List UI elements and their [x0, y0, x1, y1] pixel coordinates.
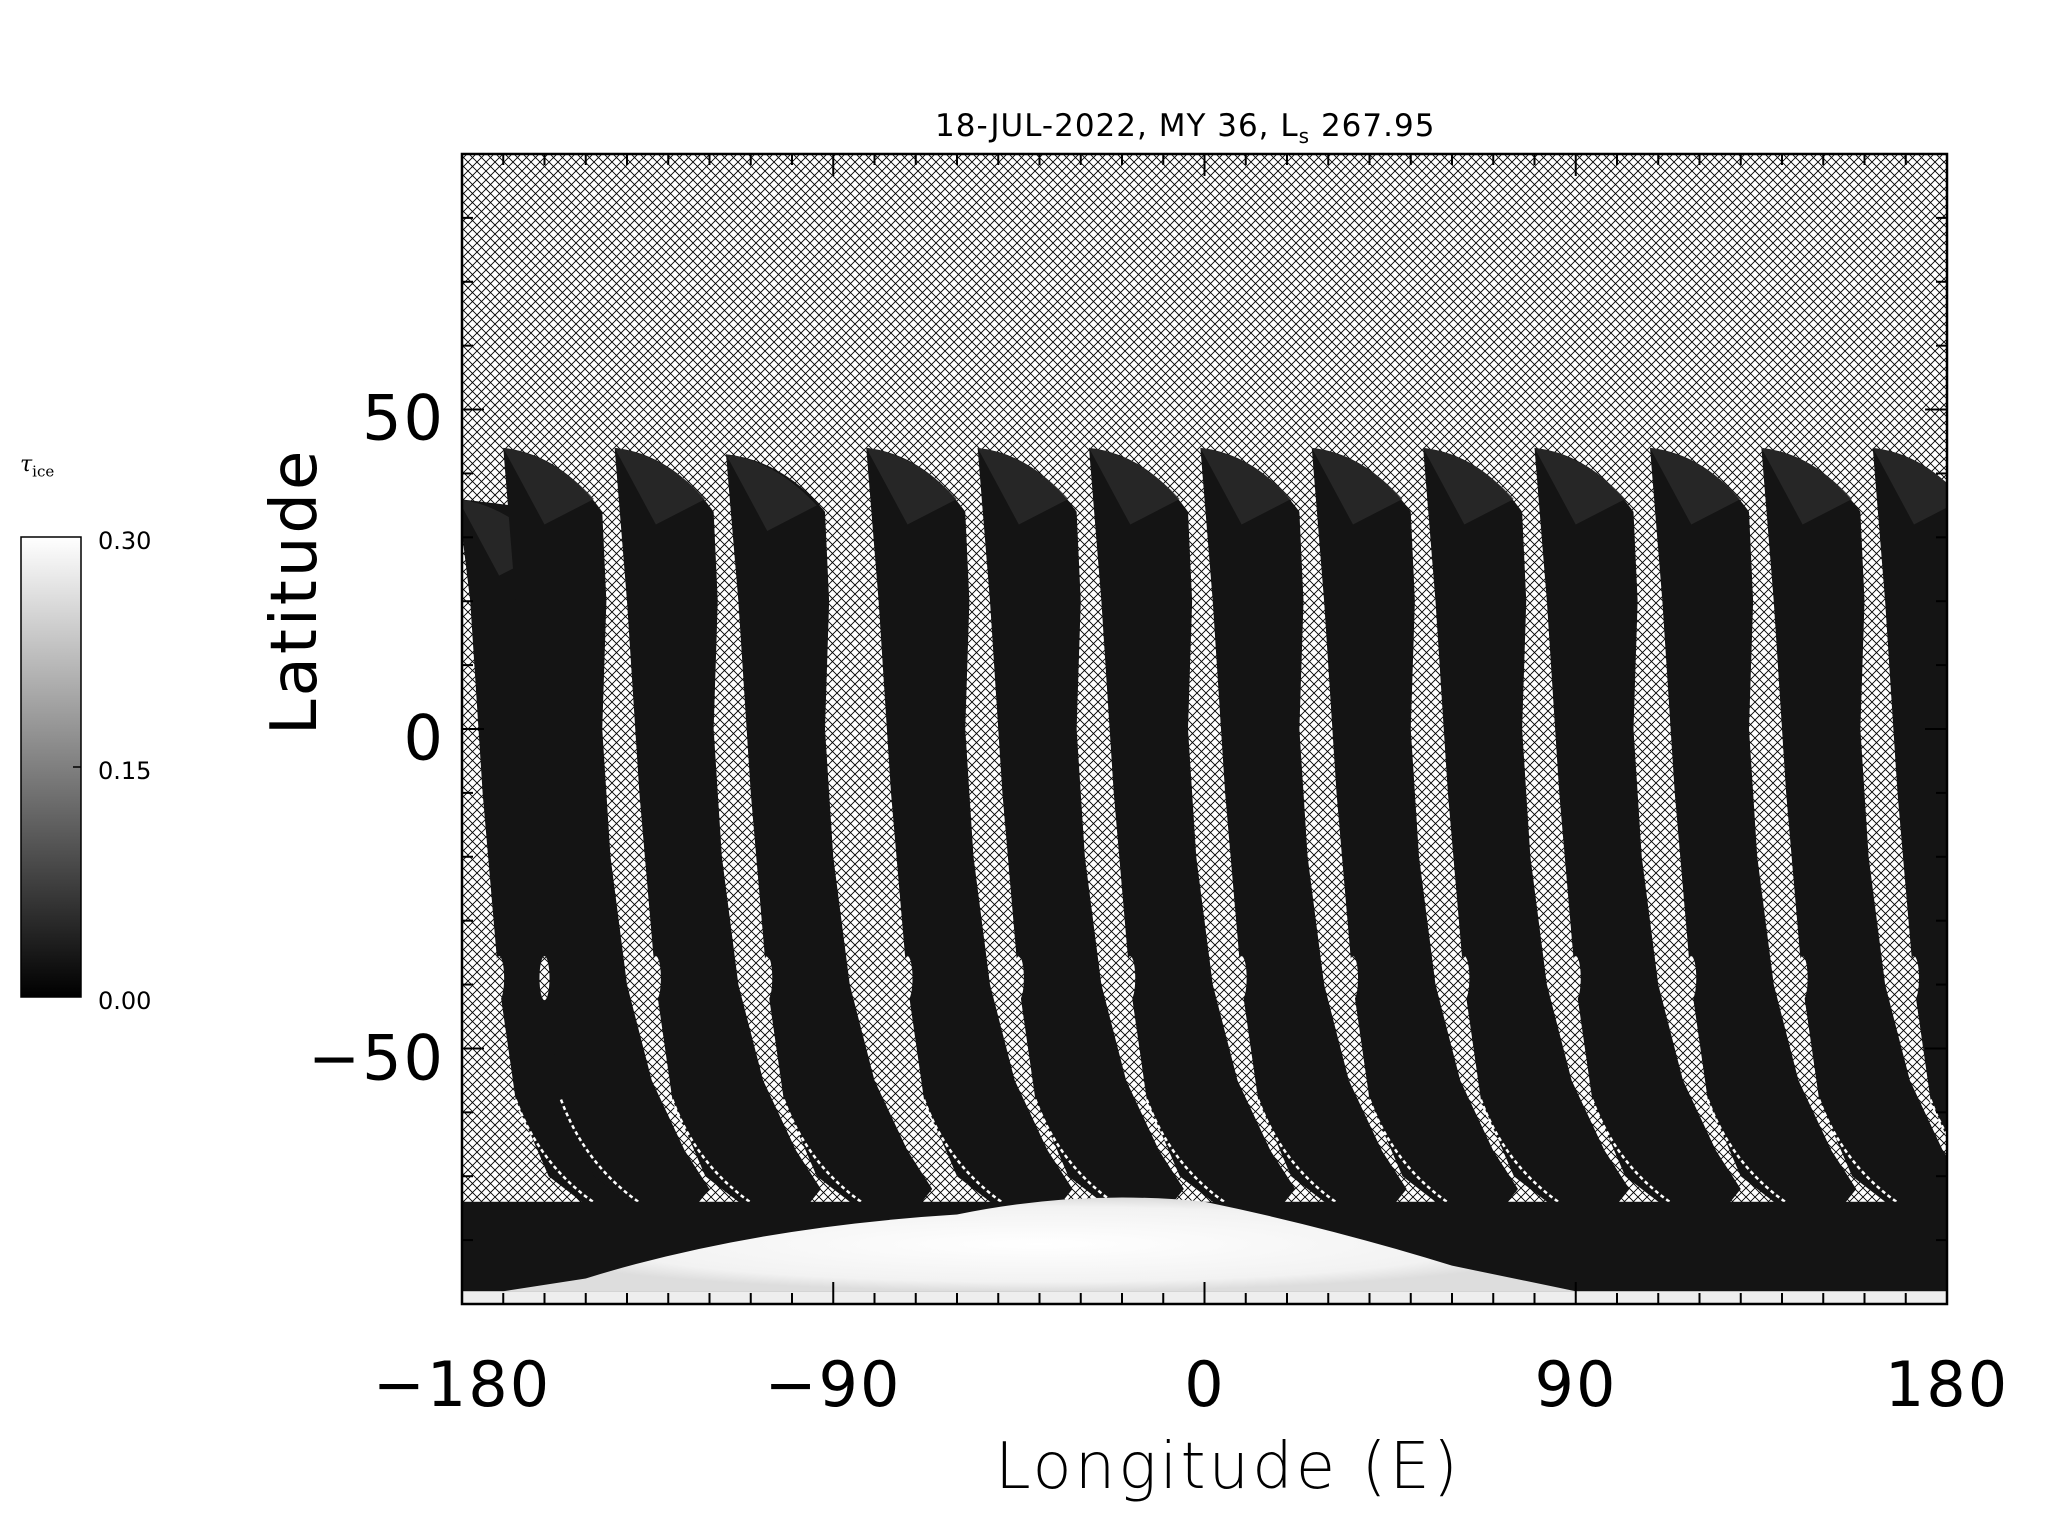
- swath-gap: [1125, 956, 1136, 1001]
- swath-gap: [1797, 956, 1808, 1001]
- swath: [614, 447, 821, 1253]
- swath-edge-line: [1368, 1099, 1494, 1229]
- swath-edge-line: [559, 1099, 686, 1229]
- colorbar-tick-label: 0.00: [98, 987, 152, 1015]
- swath-edge-line: [1929, 1099, 1947, 1138]
- swath: [866, 447, 1073, 1253]
- swath-gap: [762, 956, 773, 1001]
- swath-gap: [650, 956, 661, 1001]
- colorbar-tick-label: 0.15: [98, 757, 152, 785]
- x-tick-label: −90: [764, 1348, 902, 1421]
- swath: [1089, 447, 1296, 1253]
- y-tick-label: −50: [308, 1021, 445, 1095]
- polar-cap-bright: [503, 1197, 1576, 1292]
- swath-gap: [1348, 956, 1358, 1001]
- swath-edge-line: [1145, 1099, 1271, 1229]
- swath: [977, 447, 1184, 1253]
- swath: [1650, 447, 1857, 1253]
- colorbar-title: τice: [20, 452, 55, 481]
- swath: [503, 447, 710, 1253]
- swath-top-tint: [503, 447, 594, 525]
- x-tick-label: 90: [1534, 1348, 1618, 1421]
- swath-gap: [1570, 956, 1581, 1001]
- swath-gap: [1686, 956, 1697, 1001]
- x-tick-label: 180: [1884, 1348, 2010, 1421]
- swath-top-tint: [1200, 447, 1292, 525]
- swath-top-tint: [977, 447, 1069, 525]
- swath-gap: [1459, 956, 1470, 1001]
- swath: [1311, 447, 1518, 1253]
- data-swaths: [462, 447, 1947, 1304]
- colorbar: [20, 536, 82, 998]
- swath-gap: [1013, 956, 1024, 1001]
- y-axis-label: Latitude: [258, 447, 332, 735]
- swath-edge-line: [1034, 1099, 1160, 1229]
- swath-top-tint: [1311, 447, 1403, 525]
- x-tick-label: 0: [1184, 1348, 1226, 1421]
- swath: [1534, 447, 1741, 1253]
- swath-top-tint: [1872, 447, 1947, 525]
- swath-top-tint: [1761, 447, 1853, 525]
- axis-ticks: [461, 153, 1948, 1305]
- y-tick-label: 0: [403, 701, 445, 775]
- swath: [1423, 447, 1630, 1253]
- swath: [1200, 447, 1407, 1253]
- swath-edge-line: [514, 1099, 640, 1229]
- swath-top-tint: [1423, 447, 1514, 525]
- swath-edge-line: [782, 1099, 908, 1229]
- swath-edge-line: [1591, 1099, 1717, 1229]
- swath-edge-line: [922, 1099, 1049, 1229]
- swath-top-tint: [866, 447, 957, 525]
- chart-title: 18-JUL-2022, MY 36, Ls 267.95: [935, 108, 1436, 149]
- swath: [726, 454, 933, 1253]
- swath-edge-line: [671, 1099, 797, 1229]
- swath-top-tint: [726, 454, 817, 531]
- swath-top-tint: [614, 447, 706, 525]
- swath-top-tint: [1650, 447, 1741, 525]
- x-tick-label: −180: [372, 1348, 552, 1421]
- swath-gap: [494, 956, 505, 1001]
- swath-edge-line: [1256, 1099, 1383, 1229]
- y-tick-label: 50: [362, 381, 445, 455]
- swath-edge-line: [1706, 1099, 1832, 1229]
- colorbar-tick-label: 0.30: [98, 527, 152, 555]
- swath-gap: [539, 956, 550, 1001]
- swath-edge-line: [1479, 1099, 1606, 1229]
- swath-top-tint: [1089, 447, 1180, 525]
- swath-gap: [902, 956, 913, 1001]
- swath-gap: [1909, 956, 1919, 1001]
- swath-edge-line: [1817, 1099, 1944, 1229]
- x-axis-label: Longitude (E): [995, 1430, 1461, 1504]
- swath: [1872, 447, 1947, 1138]
- swath-top-tint: [1534, 447, 1626, 525]
- swath-gap: [1236, 956, 1247, 1001]
- swath: [1761, 447, 1947, 1253]
